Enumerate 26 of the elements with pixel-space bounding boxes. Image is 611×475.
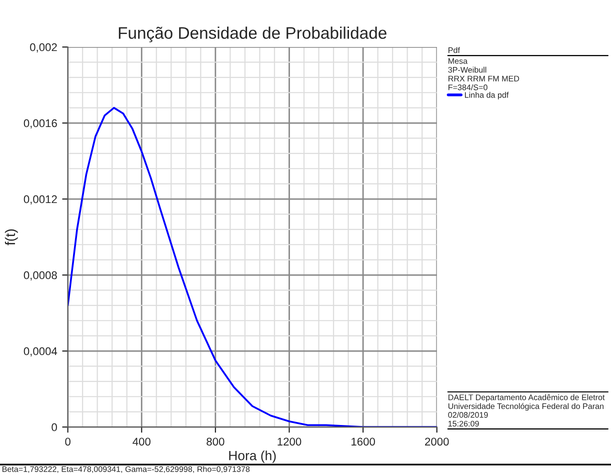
y-tick-label: 0: [52, 423, 57, 432]
text: RRX RRM FM MED: [448, 76, 520, 82]
text: DAELT Departamento Acadêmico de Eletrot: [448, 394, 605, 402]
y-tick-label: 0,0004: [24, 347, 58, 356]
x-tick-label: 2000: [425, 438, 449, 446]
x-tick-label: 0: [65, 438, 70, 446]
x-tick-label: 800: [206, 438, 224, 446]
text: Mesa: [448, 58, 468, 64]
x-tick-label: 1200: [278, 438, 302, 446]
y-tick-label: 0,0012: [24, 195, 57, 204]
legend-label: Linha da pdf: [464, 92, 509, 100]
text: Universidade Tecnológica Federal do Paran: [448, 403, 604, 411]
x-tick-label: 400: [132, 438, 150, 446]
y-tick-label: 0,0008: [24, 271, 57, 280]
y-tick-label: 0,0016: [24, 119, 57, 128]
text: 02/08/2019: [448, 412, 488, 418]
text: F=384/S=0: [448, 84, 488, 90]
text: 3P-Weibull: [448, 66, 486, 73]
text: 15:26:09: [448, 420, 479, 427]
text: Pdf: [448, 47, 460, 54]
x-tick-label: 1600: [352, 438, 375, 446]
y-tick-label: 0,002: [30, 43, 57, 52]
text: Beta=1,793222, Eta=478,009341, Gama=-52,629998, Rho=0,971378: [2, 466, 250, 473]
x-axis-title: Hora (h): [229, 450, 276, 463]
chart-title: Função Densidade de Probabilidade: [118, 26, 386, 42]
y-axis-title: f(t): [4, 229, 18, 246]
